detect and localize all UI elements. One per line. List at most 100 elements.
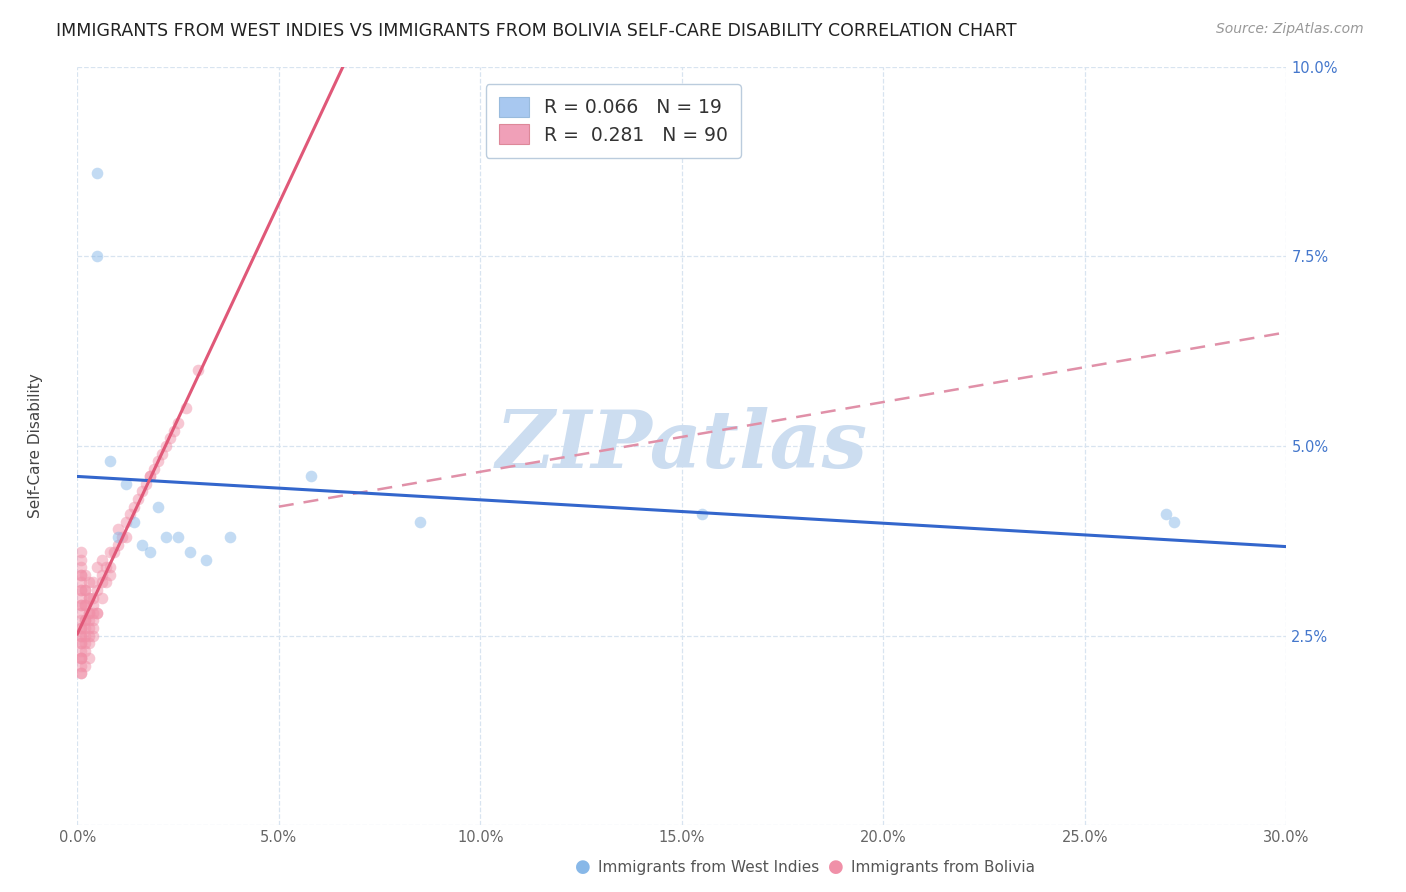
Point: [155, 530, 177, 544]
Point: [70, 628, 93, 642]
Point: [79, 628, 101, 642]
Point: [75, 658, 97, 673]
Point: [107, 530, 129, 544]
Point: [174, 401, 197, 416]
Point: [150, 446, 173, 460]
Point: [82, 575, 104, 590]
Point: [86, 560, 108, 574]
Point: [103, 545, 125, 559]
Point: [70, 583, 93, 598]
Point: [107, 537, 129, 551]
Point: [70, 545, 93, 559]
Point: [195, 552, 218, 567]
Point: [79, 606, 101, 620]
Legend: R = 0.066   N = 19, R =  0.281   N = 90: R = 0.066 N = 19, R = 0.281 N = 90: [485, 84, 741, 158]
Point: [1163, 515, 1185, 529]
Point: [86, 606, 108, 620]
Point: [70, 599, 93, 613]
Point: [70, 666, 93, 681]
Point: [179, 545, 201, 559]
Point: [111, 530, 134, 544]
Point: [163, 424, 186, 438]
Text: IMMIGRANTS FROM WEST INDIES VS IMMIGRANTS FROM BOLIVIA SELF-CARE DISABILITY CORR: IMMIGRANTS FROM WEST INDIES VS IMMIGRANT…: [56, 22, 1017, 40]
Point: [70, 651, 93, 665]
Point: [82, 628, 104, 642]
Point: [75, 583, 97, 598]
Point: [70, 552, 93, 567]
Point: [75, 568, 97, 582]
Point: [70, 651, 93, 665]
Point: [79, 591, 101, 605]
Point: [79, 651, 101, 665]
Point: [107, 523, 129, 537]
Point: [409, 515, 432, 529]
Point: [82, 621, 104, 635]
Point: [70, 568, 93, 582]
Point: [70, 644, 93, 658]
Point: [75, 636, 97, 650]
Point: [135, 476, 157, 491]
Point: [139, 469, 162, 483]
Point: [167, 416, 190, 431]
Point: [70, 666, 93, 681]
Point: [142, 462, 165, 476]
Point: [114, 476, 136, 491]
Point: [98, 545, 121, 559]
Point: [159, 432, 181, 446]
Point: [167, 530, 190, 544]
Point: [94, 575, 117, 590]
Point: [82, 614, 104, 628]
Point: [70, 560, 93, 574]
Point: [114, 515, 136, 529]
Point: [79, 636, 101, 650]
Point: [146, 454, 169, 468]
Point: [219, 530, 242, 544]
Point: [82, 606, 104, 620]
Point: [75, 621, 97, 635]
Point: [187, 363, 209, 377]
Point: [70, 599, 93, 613]
Point: [90, 552, 112, 567]
Point: [70, 628, 93, 642]
Point: [70, 575, 93, 590]
Point: [155, 439, 177, 453]
Point: [70, 621, 93, 635]
Text: ●: ●: [828, 858, 844, 876]
Point: [114, 530, 136, 544]
Point: [94, 560, 117, 574]
Point: [70, 591, 93, 605]
Point: [75, 614, 97, 628]
Point: [79, 575, 101, 590]
Point: [86, 166, 108, 180]
Text: Immigrants from West Indies: Immigrants from West Indies: [598, 860, 818, 874]
Point: [90, 591, 112, 605]
Point: [82, 591, 104, 605]
Point: [75, 583, 97, 598]
Text: Immigrants from Bolivia: Immigrants from Bolivia: [851, 860, 1035, 874]
Point: [90, 575, 112, 590]
Point: [122, 515, 145, 529]
Point: [70, 658, 93, 673]
Point: [146, 500, 169, 514]
Point: [139, 469, 162, 483]
Point: [70, 636, 93, 650]
Point: [131, 537, 153, 551]
Point: [75, 644, 97, 658]
Point: [90, 568, 112, 582]
Point: [86, 250, 108, 264]
Point: [98, 568, 121, 582]
Text: Self-Care Disability: Self-Care Disability: [28, 374, 42, 518]
Point: [75, 628, 97, 642]
Point: [79, 614, 101, 628]
Point: [122, 500, 145, 514]
Point: [98, 454, 121, 468]
Point: [70, 651, 93, 665]
Point: [86, 583, 108, 598]
Point: [70, 606, 93, 620]
Point: [1154, 507, 1177, 521]
Point: [98, 560, 121, 574]
Point: [299, 469, 322, 483]
Point: [75, 614, 97, 628]
Point: [70, 636, 93, 650]
Point: [139, 545, 162, 559]
